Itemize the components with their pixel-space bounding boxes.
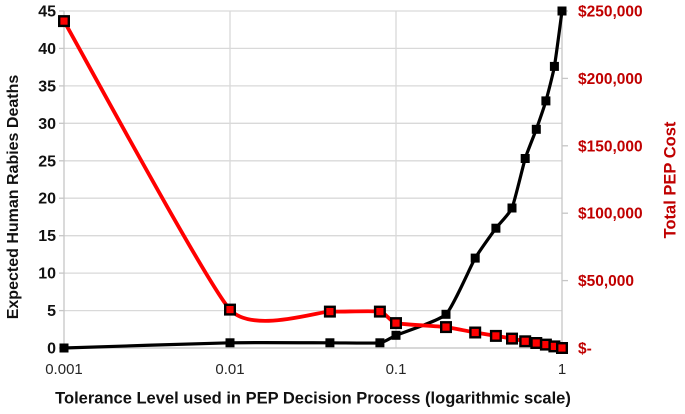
x-tick-label: 0.01 bbox=[215, 361, 244, 378]
cost-marker bbox=[519, 335, 532, 348]
cost-marker bbox=[58, 15, 71, 28]
y-left-tick-label: 25 bbox=[38, 153, 56, 170]
deaths-marker bbox=[441, 309, 451, 319]
cost-marker bbox=[223, 303, 236, 316]
y-left-tick-label: 40 bbox=[38, 41, 56, 58]
deaths-marker bbox=[470, 253, 480, 263]
deaths-marker bbox=[491, 223, 501, 233]
y-left-tick-label: 35 bbox=[38, 78, 56, 95]
cost-marker bbox=[489, 329, 502, 342]
y-right-tick-label: $50,000 bbox=[578, 273, 634, 290]
y-right-tick-label: $200,000 bbox=[578, 71, 643, 88]
deaths-line bbox=[63, 10, 564, 350]
deaths-marker bbox=[557, 6, 567, 16]
cost-marker bbox=[323, 305, 336, 318]
y-left-tick-label: 10 bbox=[38, 266, 56, 283]
deaths-marker bbox=[225, 338, 235, 348]
y-right-tick-label: $150,000 bbox=[578, 138, 643, 155]
y-left-tick-label: 45 bbox=[38, 4, 56, 21]
x-tick-label: 1 bbox=[558, 361, 566, 378]
cost-marker bbox=[440, 321, 453, 334]
right-axis-title: Total PEP Cost bbox=[661, 121, 680, 239]
cost-marker bbox=[469, 326, 482, 339]
y-right-tick-label: $100,000 bbox=[578, 206, 643, 223]
deaths-marker bbox=[375, 338, 385, 348]
cost-marker bbox=[506, 332, 519, 345]
deaths-marker bbox=[549, 61, 559, 71]
cost-marker bbox=[373, 305, 386, 318]
left-axis-title: Expected Human Rabies Deaths bbox=[5, 74, 22, 320]
cost-line bbox=[62, 20, 563, 350]
y-right-tick-label: $- bbox=[578, 341, 592, 358]
deaths-marker bbox=[507, 203, 517, 213]
deaths-marker bbox=[541, 96, 551, 106]
y-left-tick-label: 15 bbox=[38, 228, 56, 245]
cost-marker bbox=[530, 337, 543, 350]
y-right-tick-label: $250,000 bbox=[578, 4, 643, 21]
deaths-marker bbox=[325, 338, 335, 348]
deaths-marker bbox=[531, 124, 541, 134]
x-tick-label: 0.1 bbox=[386, 361, 407, 378]
y-left-tick-label: 0 bbox=[47, 341, 56, 358]
deaths-marker bbox=[59, 343, 69, 353]
y-left-tick-label: 30 bbox=[38, 116, 56, 133]
deaths-marker bbox=[520, 154, 530, 163]
cost-marker bbox=[556, 342, 569, 355]
y-left-tick-label: 20 bbox=[38, 191, 56, 208]
x-tick-label: 0.001 bbox=[45, 361, 83, 378]
x-axis-title: Tolerance Level used in PEP Decision Pro… bbox=[55, 389, 571, 408]
cost-marker bbox=[390, 317, 403, 330]
y-left-tick-label: 5 bbox=[47, 303, 56, 320]
deaths-marker bbox=[391, 330, 401, 340]
